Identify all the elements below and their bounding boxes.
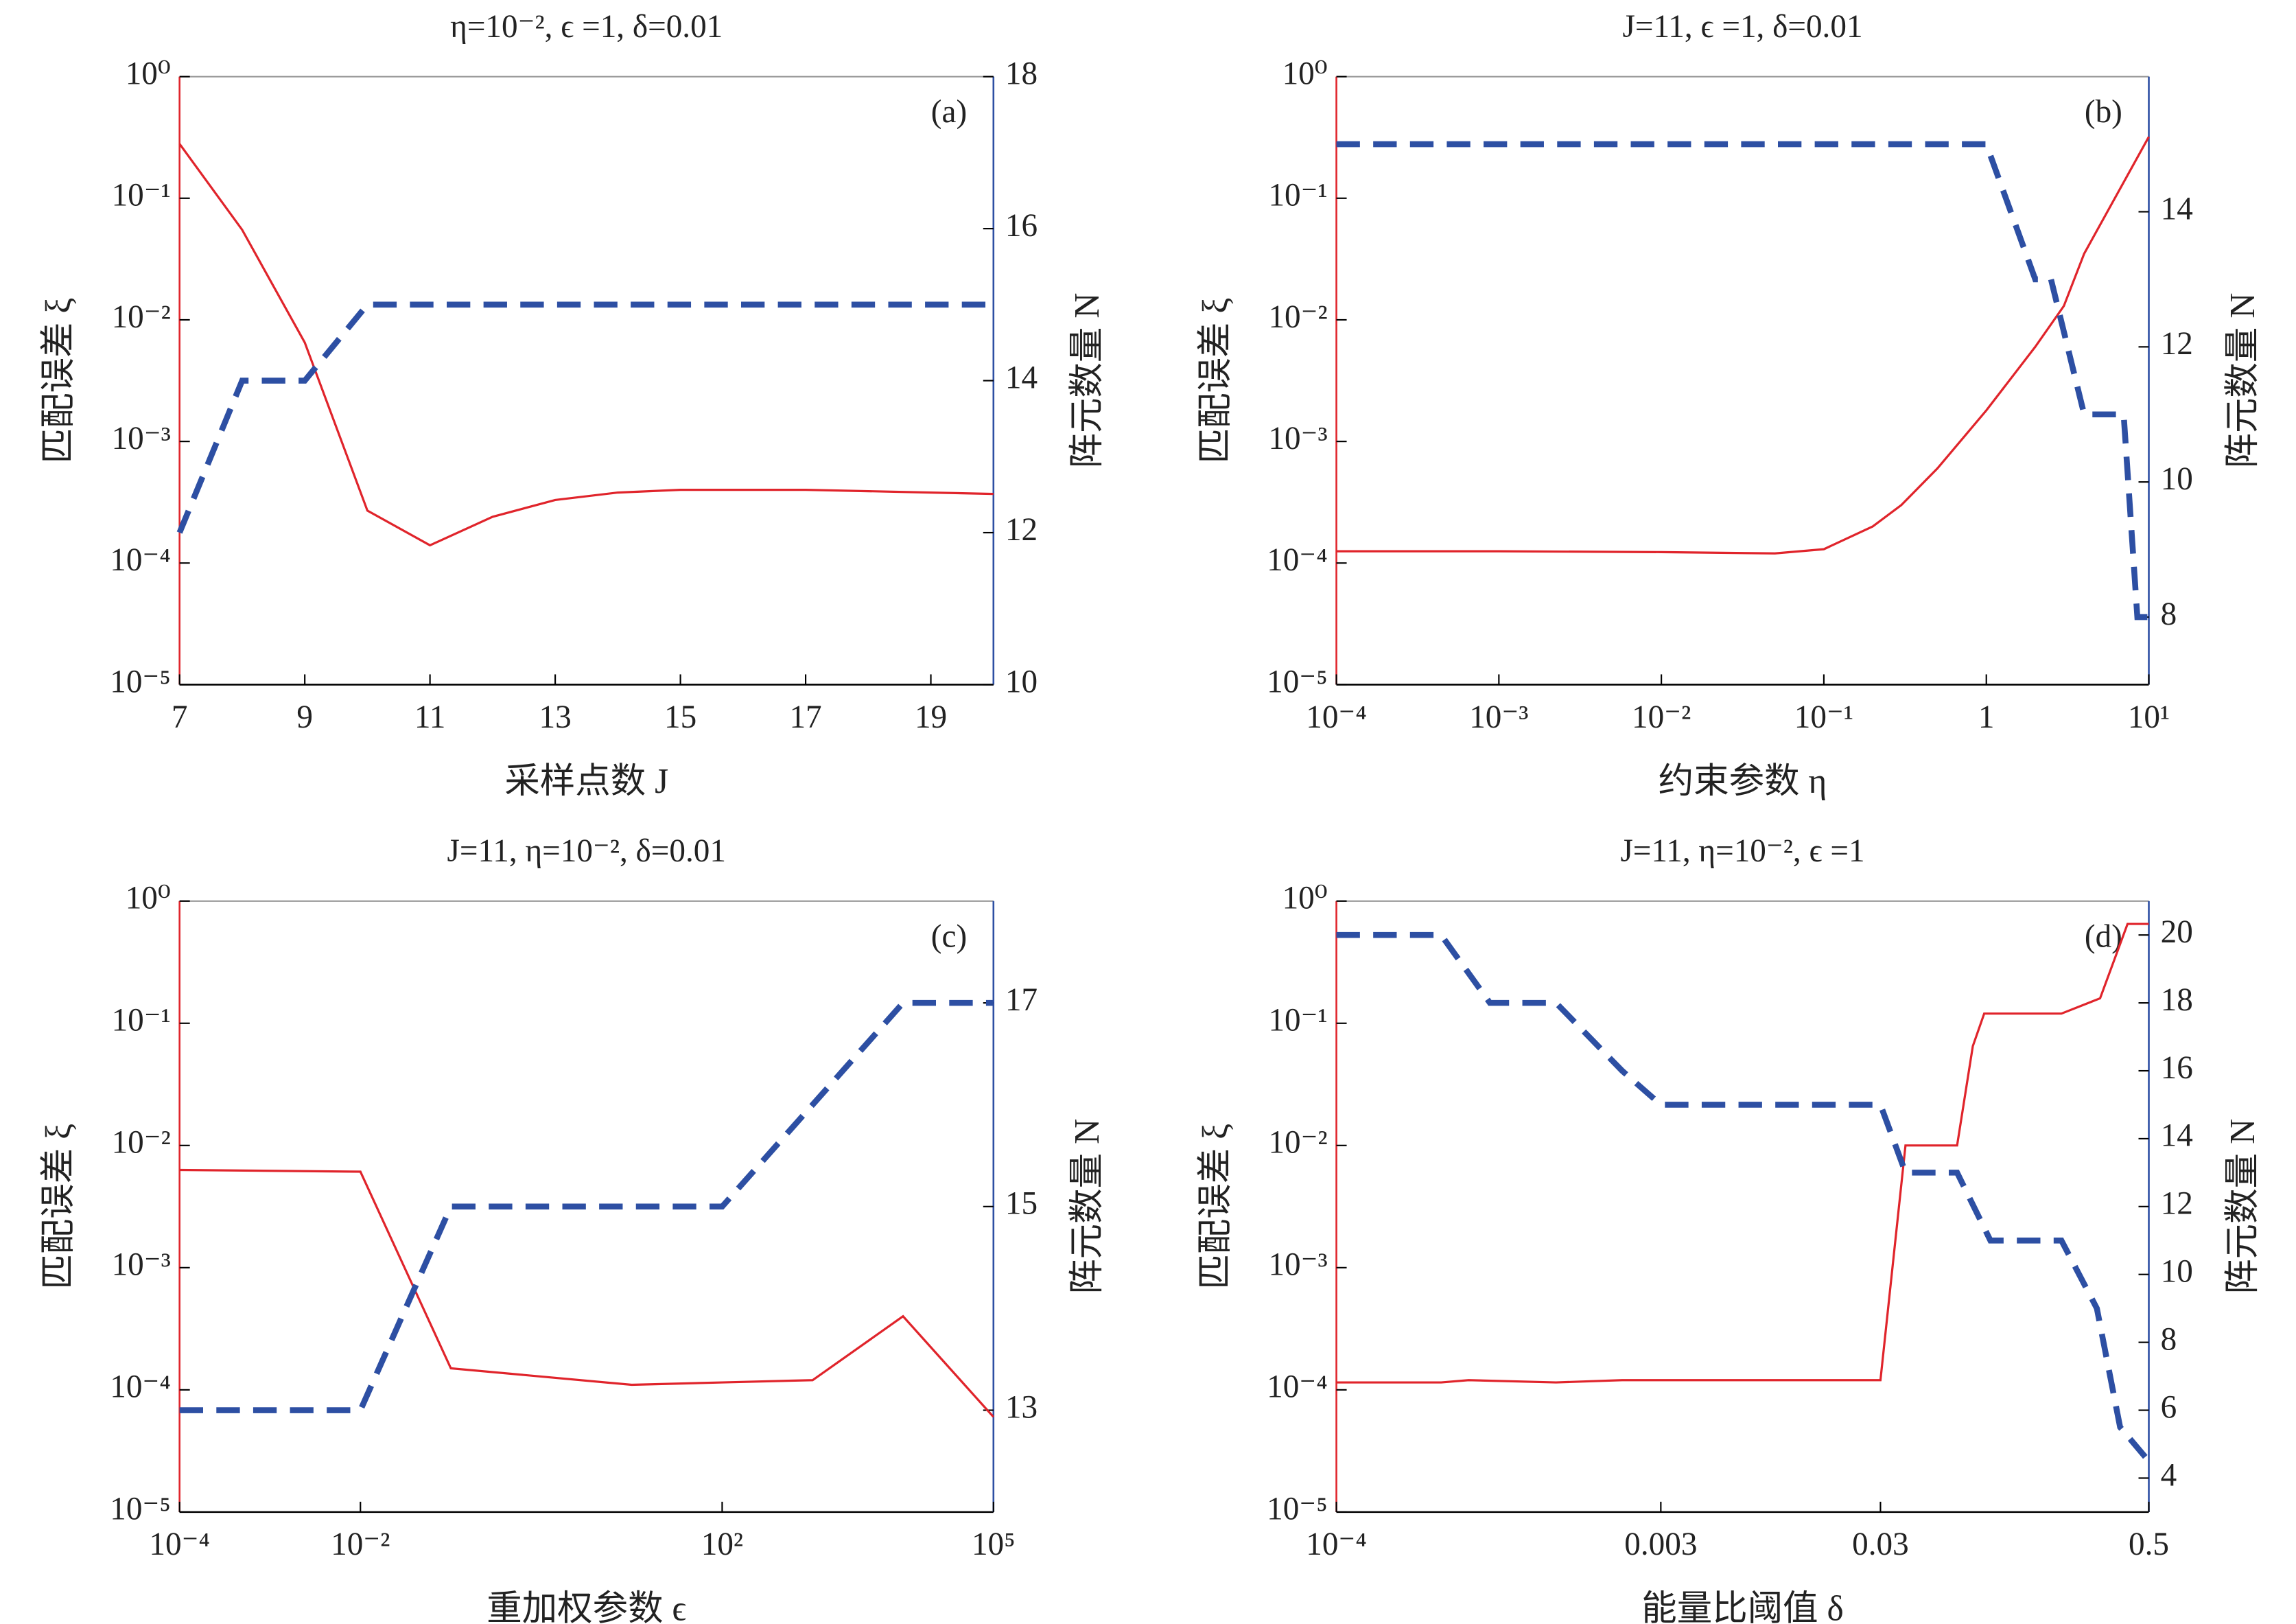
y-tick-label: 10⁻³ [112,1247,171,1283]
panel-label: (c) [931,918,967,954]
y2-tick-label: 16 [1005,208,1038,244]
x-tick-label: 0.003 [1624,1527,1697,1562]
y2-tick-label: 12 [1005,512,1038,548]
y-tick-label: 10⁻⁴ [1267,542,1328,578]
chart-title: J=11, ϵ =1, δ=0.01 [1623,9,1863,45]
x-tick-label: 11 [414,699,445,735]
chart-title: J=11, η=10⁻², ϵ =1 [1620,833,1864,869]
x-tick-label: 15 [664,699,696,735]
y-axis-label: 匹配误差 ξ [39,1124,78,1290]
y-tick-label: 10⁻³ [1268,1247,1327,1283]
y-tick-label: 10⁻¹ [112,178,171,213]
y-tick-label: 10⁻² [1268,299,1327,335]
y2-tick-label: 14 [2161,1118,2193,1154]
series-line [179,1168,994,1418]
y2-axis-label: 阵元数量 N [1068,293,1107,469]
x-tick-label: 17 [789,699,821,735]
x-tick-label: 10¹ [2128,699,2170,735]
y2-tick-label: 8 [2161,1321,2177,1357]
y2-axis-label: 阵元数量 N [2223,1119,2262,1295]
y-tick-label: 10⁰ [126,881,171,916]
y-tick-label: 10⁰ [1282,56,1328,91]
x-tick-label: 19 [915,699,947,735]
y2-axis-label: 阵元数量 N [1068,1119,1107,1295]
x-axis-label: 重加权参数 ϵ [487,1590,686,1624]
x-tick-label: 13 [539,699,572,735]
y-tick-label: 10⁻¹ [1268,1003,1327,1039]
series-line [1336,931,2151,1463]
y-tick-label: 10⁻⁵ [1267,1492,1328,1527]
y2-tick-label: 15 [1005,1186,1038,1222]
y-tick-label: 10⁻⁵ [1267,664,1328,699]
y-tick-label: 10⁻⁴ [1267,1369,1328,1405]
y-tick-label: 10⁻⁵ [110,1492,171,1527]
y2-tick-label: 6 [2161,1389,2177,1425]
x-tick-label: 10⁻¹ [1794,699,1853,735]
series-line [179,999,994,1413]
y-tick-label: 10⁻³ [112,421,171,456]
y2-tick-label: 12 [2161,326,2193,362]
y2-axis-label: 阵元数量 N [2223,293,2262,469]
x-tick-label: 10⁻³ [1469,699,1528,735]
y2-tick-label: 10 [2161,1254,2193,1290]
panel-label: (a) [931,94,967,130]
x-tick-label: 9 [296,699,313,735]
chart-title: J=11, η=10⁻², δ=0.01 [447,833,726,869]
x-axis-label: 采样点数 J [504,762,668,801]
x-tick-label: 10⁻² [331,1527,390,1562]
y-tick-label: 10⁰ [1282,881,1328,916]
y2-tick-label: 10 [1005,664,1038,699]
chart-title: η=10⁻², ϵ =1, δ=0.01 [450,9,723,45]
series-line [176,301,994,534]
y2-tick-label: 10 [2161,461,2193,497]
y2-tick-label: 14 [1005,360,1038,395]
x-tick-label: 10⁵ [972,1527,1016,1562]
y-tick-label: 10⁻³ [1268,421,1327,456]
y-axis-label: 匹配误差 ξ [1196,1124,1235,1290]
x-tick-label: 10⁻² [1632,699,1691,735]
y-tick-label: 10⁻⁴ [110,1369,171,1405]
y2-tick-label: 17 [1005,982,1038,1018]
y2-tick-label: 8 [2161,596,2177,632]
y-tick-label: 10⁻¹ [1268,178,1327,213]
y-axis-label: 匹配误差 ξ [39,298,78,464]
panel-label: (d) [2085,918,2122,954]
y-tick-label: 10⁻⁴ [110,542,171,578]
y-tick-label: 10⁻² [112,1125,171,1161]
x-tick-label: 10⁻⁴ [1306,699,1367,735]
y2-tick-label: 12 [2161,1186,2193,1222]
y2-tick-label: 20 [2161,914,2193,950]
x-axis-label: 约束参数 η [1659,762,1827,801]
y-tick-label: 10⁻² [1268,1125,1327,1161]
x-tick-label: 10² [701,1527,743,1562]
y2-tick-label: 18 [2161,982,2193,1018]
series-line [178,143,994,547]
x-tick-label: 10⁻⁴ [149,1527,210,1562]
y-tick-label: 10⁻¹ [112,1003,171,1039]
x-axis-label: 能量比阈值 δ [1641,1590,1843,1624]
panel-label: (b) [2085,94,2122,130]
x-tick-label: 7 [172,699,188,735]
y-tick-label: 10⁻² [112,299,171,335]
x-tick-label: 0.5 [2129,1527,2169,1562]
x-tick-label: 1 [1978,699,1995,735]
series-line [1336,136,2150,555]
y-tick-label: 10⁰ [126,56,171,91]
y-tick-label: 10⁻⁵ [110,664,171,699]
y2-tick-label: 4 [2161,1457,2177,1493]
y2-tick-label: 18 [1005,56,1038,91]
y2-tick-label: 14 [2161,191,2193,227]
series-line [1336,141,2149,620]
x-tick-label: 10⁻⁴ [1306,1527,1367,1562]
y2-tick-label: 16 [2161,1050,2193,1086]
y2-tick-label: 13 [1005,1389,1038,1425]
series-line [1336,923,2149,1384]
y-axis-label: 匹配误差 ξ [1196,298,1235,464]
x-tick-label: 0.03 [1852,1527,1909,1562]
